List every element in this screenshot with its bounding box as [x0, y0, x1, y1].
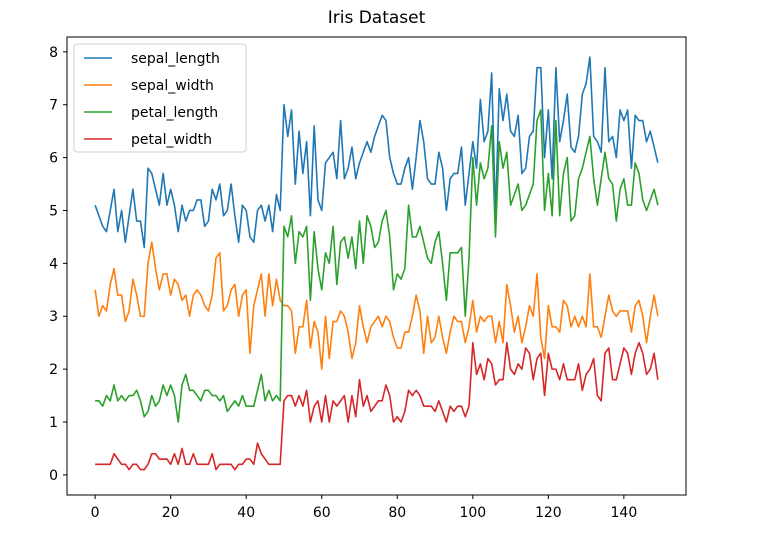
x-tick-label: 80 — [388, 505, 406, 521]
y-tick-label: 0 — [49, 468, 58, 484]
chart-title: Iris Dataset — [328, 8, 426, 28]
y-tick-label: 8 — [49, 45, 58, 61]
plot-frame — [66, 36, 687, 496]
series-line-sepal_length — [94, 56, 659, 249]
legend: sepal_length sepal_width petal_lengthpetal… — [73, 43, 247, 153]
series-line-petal_length — [95, 109, 659, 423]
x-tick-label: 120 — [535, 505, 562, 521]
series-line-petal_width — [95, 341, 659, 471]
y-tick-label: 1 — [49, 415, 58, 431]
legend-label-sepal_length: sepal_length — [131, 51, 220, 67]
y-axis: 0 1 2 3 4 5 6 7 8 — [49, 45, 67, 484]
series-line-sepal_width — [94, 241, 659, 370]
x-axis: 0 20 40 60 80 100 120 140 — [91, 495, 638, 521]
y-tick-label: 7 — [49, 98, 58, 114]
y-tick-label: 4 — [49, 256, 58, 272]
y-tick-label: 5 — [49, 203, 58, 219]
legend-label-petal_width: petal_width — [131, 132, 212, 148]
legend-label-sepal_width: sepal_width — [131, 78, 214, 94]
legend-frame — [73, 43, 247, 153]
x-tick-label: 140 — [611, 505, 638, 521]
x-tick-label: 0 — [91, 505, 100, 521]
y-tick-label: 6 — [49, 151, 58, 167]
x-tick-label: 20 — [162, 505, 180, 521]
series-layer — [94, 56, 659, 471]
y-tick-label: 2 — [49, 362, 58, 378]
x-tick-label: 60 — [313, 505, 331, 521]
x-tick-label: 40 — [237, 505, 255, 521]
y-tick-label: 3 — [49, 309, 58, 325]
legend-label-petal_length: petal_length — [131, 105, 218, 121]
x-tick-label: 100 — [459, 505, 486, 521]
